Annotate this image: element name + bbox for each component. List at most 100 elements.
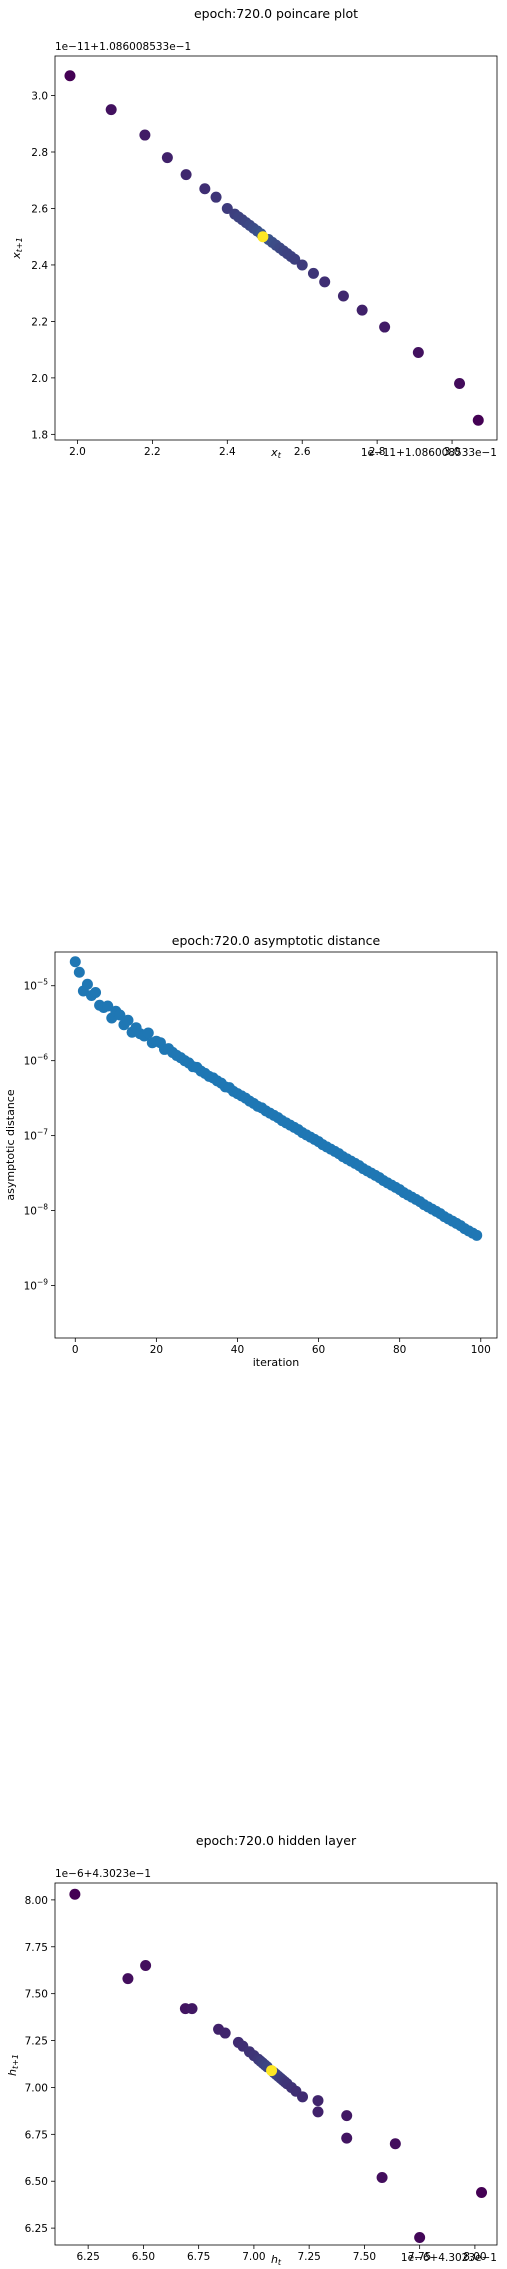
y-ticks: 1.8 2.0 2.2 2.4 2.6 2.8 3.0 (31, 91, 55, 441)
data-point (221, 202, 233, 214)
y-tick-label: 6.50 (25, 2176, 48, 2188)
y-tick-label: 6.75 (25, 2129, 48, 2141)
data-point (289, 253, 301, 265)
y-tick-label: 7.00 (25, 2082, 48, 2094)
x-ticks: 0 20 40 60 80 100 (72, 1338, 491, 1356)
data-point (122, 1973, 134, 1985)
plot-area (54, 55, 498, 441)
data-point (140, 1960, 152, 1972)
plot-area (54, 951, 498, 1339)
data-point (307, 267, 319, 279)
data-point (337, 290, 349, 302)
y-tick-label: 3.0 (31, 91, 48, 103)
data-point (376, 2171, 388, 2183)
y-tick-label: 1.8 (31, 429, 48, 441)
data-point (412, 346, 424, 358)
y-tick-exponent: −6 (37, 1053, 48, 1062)
data-point (73, 966, 85, 978)
data-point (105, 104, 117, 116)
x-tick-label: 2.8 (369, 446, 386, 458)
x-tick-label: 60 (312, 1344, 325, 1356)
data-point (69, 1888, 81, 1900)
y-tick-label: 10−5 (24, 978, 49, 993)
x-offset-text: 1e−11+1.086008533e−1 (361, 447, 497, 459)
data-point (476, 2186, 488, 2198)
y-tick-base: 10 (24, 1131, 37, 1143)
data-point (341, 2110, 353, 2122)
y-tick-label: 10−8 (24, 1203, 49, 1218)
y-tick-label: 2.2 (31, 316, 48, 328)
y-tick-base: 10 (24, 1056, 37, 1068)
x-tick-label: 2.6 (294, 446, 311, 458)
data-point (266, 2065, 278, 2077)
x-tick-label: 6.25 (76, 2251, 99, 2263)
y-tick-label: 10−6 (24, 1053, 49, 1068)
y-tick-label: 10−7 (24, 1128, 49, 1143)
data-point (312, 2095, 324, 2107)
data-point (64, 70, 76, 82)
x-axis-label: iteration (253, 1356, 299, 1369)
x-tick-label: 6.50 (132, 2251, 155, 2263)
y-tick-label: 7.75 (25, 1942, 48, 1954)
x-tick-label: 3.0 (444, 446, 461, 458)
y-tick-label: 2.6 (31, 203, 48, 215)
chart-title: epoch:720.0 hidden layer (196, 1833, 357, 1848)
y-ticks: 6.25 6.50 6.75 7.00 7.25 7.50 7.75 8.00 (25, 1895, 55, 2235)
data-point (114, 1009, 126, 1021)
chart-title: epoch:720.0 asymptotic distance (172, 933, 381, 948)
y-tick-exponent: −8 (37, 1203, 48, 1212)
x-tick-label: 80 (393, 1344, 406, 1356)
x-tick-label: 7.00 (242, 2251, 265, 2263)
y-tick-exponent: −7 (37, 1128, 48, 1137)
x-tick-label: 2.2 (144, 446, 161, 458)
data-point (210, 191, 222, 203)
x-tick-label: 40 (231, 1344, 244, 1356)
y-axis-label: asymptotic distance (4, 1089, 17, 1200)
y-offset-text: 1e−11+1.086008533e−1 (55, 41, 191, 53)
data-point (90, 986, 102, 998)
data-point (297, 2091, 309, 2103)
data-point (142, 1027, 154, 1039)
x-offset-text: 1e−6+4.3023e−1 (401, 2252, 497, 2264)
y-tick-base: 10 (24, 1206, 37, 1218)
data-point (454, 378, 466, 390)
x-tick-label: 7.50 (353, 2251, 376, 2263)
y-tick-label: 10−9 (24, 1278, 49, 1293)
y-tick-exponent: −9 (37, 1278, 48, 1287)
scatter-points (69, 956, 483, 1241)
x-tick-label: 20 (150, 1344, 163, 1356)
data-point (414, 2231, 426, 2243)
y-axis-label: ht+1 (6, 2054, 20, 2076)
y-tick-label: 7.50 (25, 1989, 48, 2001)
data-point (389, 2138, 401, 2150)
scatter-points (64, 70, 484, 426)
hidden-layer-chart: epoch:720.0 hidden layer 1e−6+4.3023e−1 … (6, 1833, 498, 2267)
data-point (139, 129, 151, 141)
x-ticks: 6.25 6.50 6.75 7.00 7.25 7.50 7.75 8.00 (76, 2245, 487, 2263)
data-point (296, 259, 308, 271)
x-axis-label: xt (270, 446, 282, 460)
data-point (199, 183, 211, 195)
data-point (257, 231, 269, 243)
data-point (312, 2106, 324, 2118)
y-tick-label: 2.0 (31, 373, 48, 385)
data-point (180, 169, 192, 181)
data-point (356, 304, 368, 316)
x-tick-label: 100 (471, 1344, 491, 1356)
x-axis-label: ht (271, 2253, 282, 2267)
data-point (219, 2027, 231, 2039)
y-tick-label: 8.00 (25, 1895, 48, 1907)
y-tick-label: 7.25 (25, 2036, 48, 2048)
data-point (472, 414, 484, 426)
y-tick-label: 2.8 (31, 147, 48, 159)
y-tick-base: 10 (24, 981, 37, 993)
y-tick-label: 2.4 (31, 260, 48, 272)
data-point (122, 1014, 134, 1026)
y-tick-label: 6.25 (25, 2223, 48, 2235)
x-tick-label: 7.75 (408, 2251, 431, 2263)
y-axis-label: xt+1 (10, 237, 24, 259)
x-ticks: 2.0 2.2 2.4 2.6 2.8 3.0 (69, 440, 460, 458)
y-tick-base: 10 (24, 1281, 37, 1293)
scatter-points (69, 1888, 488, 2243)
poincare-plot-chart: epoch:720.0 poincare plot 1e−11+1.086008… (10, 6, 498, 460)
